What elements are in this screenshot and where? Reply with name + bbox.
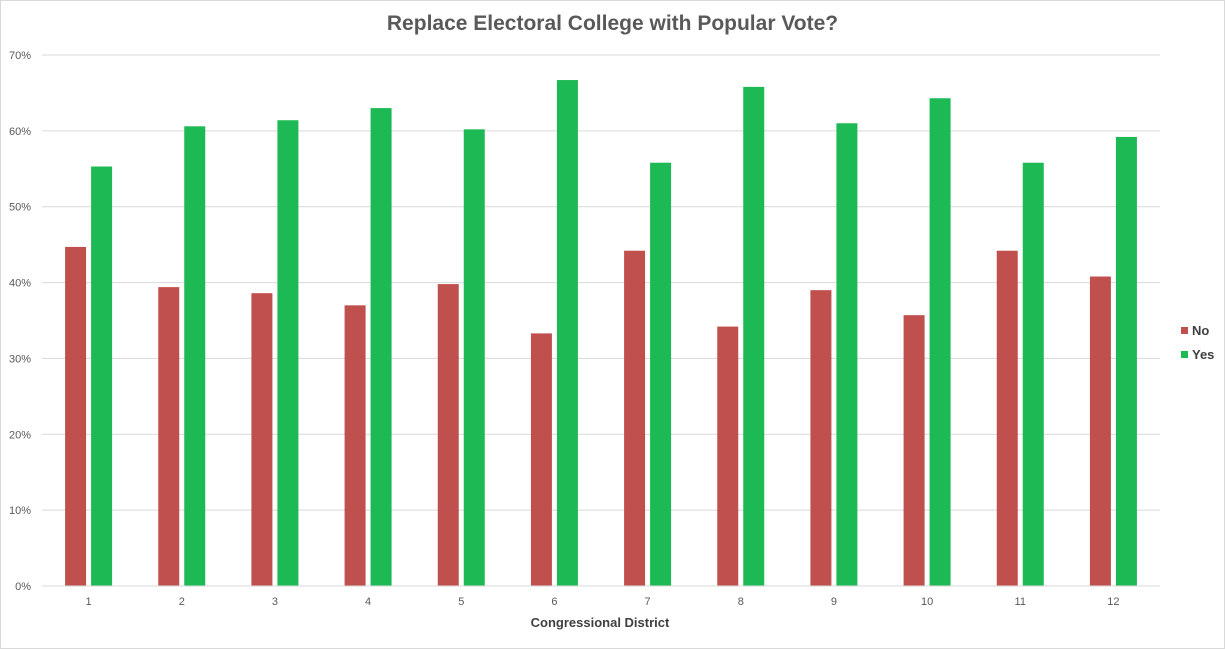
y-tick-label: 60% (9, 126, 31, 138)
x-tick-label: 7 (645, 596, 651, 608)
y-tick-label: 40% (9, 278, 31, 290)
bar-no-district-4 (344, 305, 366, 586)
bar-no-district-6 (530, 333, 552, 586)
y-tick-label: 50% (9, 202, 31, 214)
bar-yes-district-11 (1022, 162, 1044, 586)
x-tick-label: 3 (272, 596, 278, 608)
x-tick-label: 1 (86, 596, 92, 608)
x-tick-label: 8 (738, 596, 744, 608)
y-tick-label: 20% (9, 429, 31, 441)
gridlines (42, 54, 1160, 511)
bar-yes-district-2 (184, 126, 206, 586)
y-tick-label: 0% (15, 581, 31, 593)
legend-label-yes: Yes (1192, 347, 1214, 362)
x-tick-label: 10 (921, 596, 933, 608)
bar-no-district-12 (1089, 276, 1111, 586)
x-tick-label: 9 (831, 596, 837, 608)
bar-no-district-9 (810, 290, 832, 586)
bar-no-district-3 (251, 293, 273, 586)
bar-yes-district-5 (463, 129, 485, 586)
bar-yes-district-3 (277, 120, 299, 586)
bar-yes-district-4 (370, 108, 392, 586)
legend: No Yes (1181, 323, 1214, 362)
x-tick-label: 6 (551, 596, 557, 608)
bar-no-district-5 (437, 284, 459, 586)
bar-no-district-7 (624, 250, 646, 586)
x-tick-label: 5 (458, 596, 464, 608)
x-tick-label: 12 (1107, 596, 1119, 608)
bar-no-district-2 (158, 287, 180, 586)
y-tick-label: 30% (9, 353, 31, 365)
bars (65, 80, 1137, 587)
bar-yes-district-6 (556, 80, 578, 586)
legend-label-no: No (1192, 323, 1209, 338)
bar-yes-district-8 (743, 86, 765, 587)
bar-yes-district-12 (1115, 136, 1137, 586)
bar-yes-district-9 (836, 123, 858, 587)
y-tick-label: 10% (9, 505, 31, 517)
y-tick-label: 70% (9, 50, 31, 62)
chart-title: Replace Electoral College with Popular V… (386, 12, 839, 35)
bar-yes-district-10 (929, 98, 951, 586)
x-tick-label: 4 (365, 596, 371, 608)
bar-yes-district-7 (650, 162, 672, 586)
bar-no-district-11 (996, 250, 1018, 586)
bar-yes-district-1 (91, 166, 113, 586)
x-axis-label: Congressional District (531, 615, 670, 630)
x-axis-ticks: 1 2 3 4 5 6 7 8 9 10 11 12 (86, 596, 1120, 608)
legend-swatch-no (1181, 327, 1188, 334)
bar-no-district-8 (717, 326, 739, 586)
bar-no-district-10 (903, 315, 925, 586)
bar-no-district-1 (65, 246, 87, 586)
legend-swatch-yes (1181, 351, 1188, 358)
y-axis-ticks: 0% 10% 20% 30% 40% 50% 60% 70% (9, 50, 31, 593)
x-tick-label: 11 (1015, 596, 1026, 608)
x-tick-label: 2 (179, 596, 185, 608)
